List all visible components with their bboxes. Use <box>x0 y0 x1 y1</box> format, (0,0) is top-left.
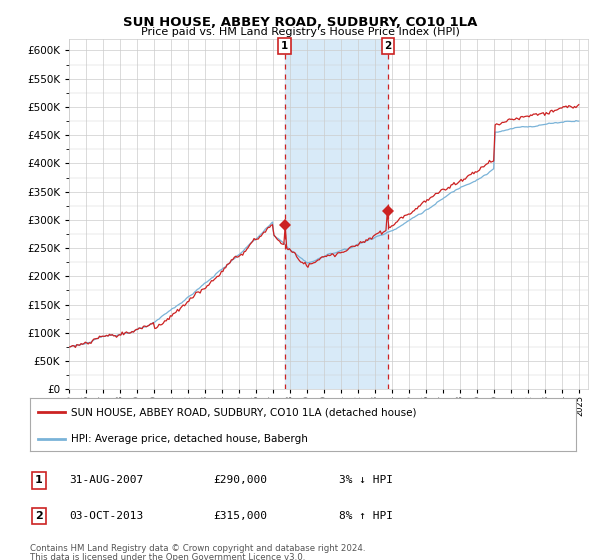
Text: SUN HOUSE, ABBEY ROAD, SUDBURY, CO10 1LA: SUN HOUSE, ABBEY ROAD, SUDBURY, CO10 1LA <box>123 16 477 29</box>
Bar <box>284 39 388 389</box>
Text: 2: 2 <box>35 511 43 521</box>
Text: 03-OCT-2013: 03-OCT-2013 <box>69 511 143 521</box>
Text: 3% ↓ HPI: 3% ↓ HPI <box>339 475 393 486</box>
Text: 31-AUG-2007: 31-AUG-2007 <box>69 475 143 486</box>
Text: 1: 1 <box>35 475 43 486</box>
Text: Contains HM Land Registry data © Crown copyright and database right 2024.: Contains HM Land Registry data © Crown c… <box>30 544 365 553</box>
Text: 8% ↑ HPI: 8% ↑ HPI <box>339 511 393 521</box>
Text: £290,000: £290,000 <box>213 475 267 486</box>
Text: Price paid vs. HM Land Registry's House Price Index (HPI): Price paid vs. HM Land Registry's House … <box>140 27 460 37</box>
Text: 1: 1 <box>281 41 288 51</box>
Text: HPI: Average price, detached house, Babergh: HPI: Average price, detached house, Babe… <box>71 434 308 444</box>
Text: 2: 2 <box>385 41 392 51</box>
Text: £315,000: £315,000 <box>213 511 267 521</box>
Text: This data is licensed under the Open Government Licence v3.0.: This data is licensed under the Open Gov… <box>30 553 305 560</box>
Text: SUN HOUSE, ABBEY ROAD, SUDBURY, CO10 1LA (detached house): SUN HOUSE, ABBEY ROAD, SUDBURY, CO10 1LA… <box>71 408 416 418</box>
